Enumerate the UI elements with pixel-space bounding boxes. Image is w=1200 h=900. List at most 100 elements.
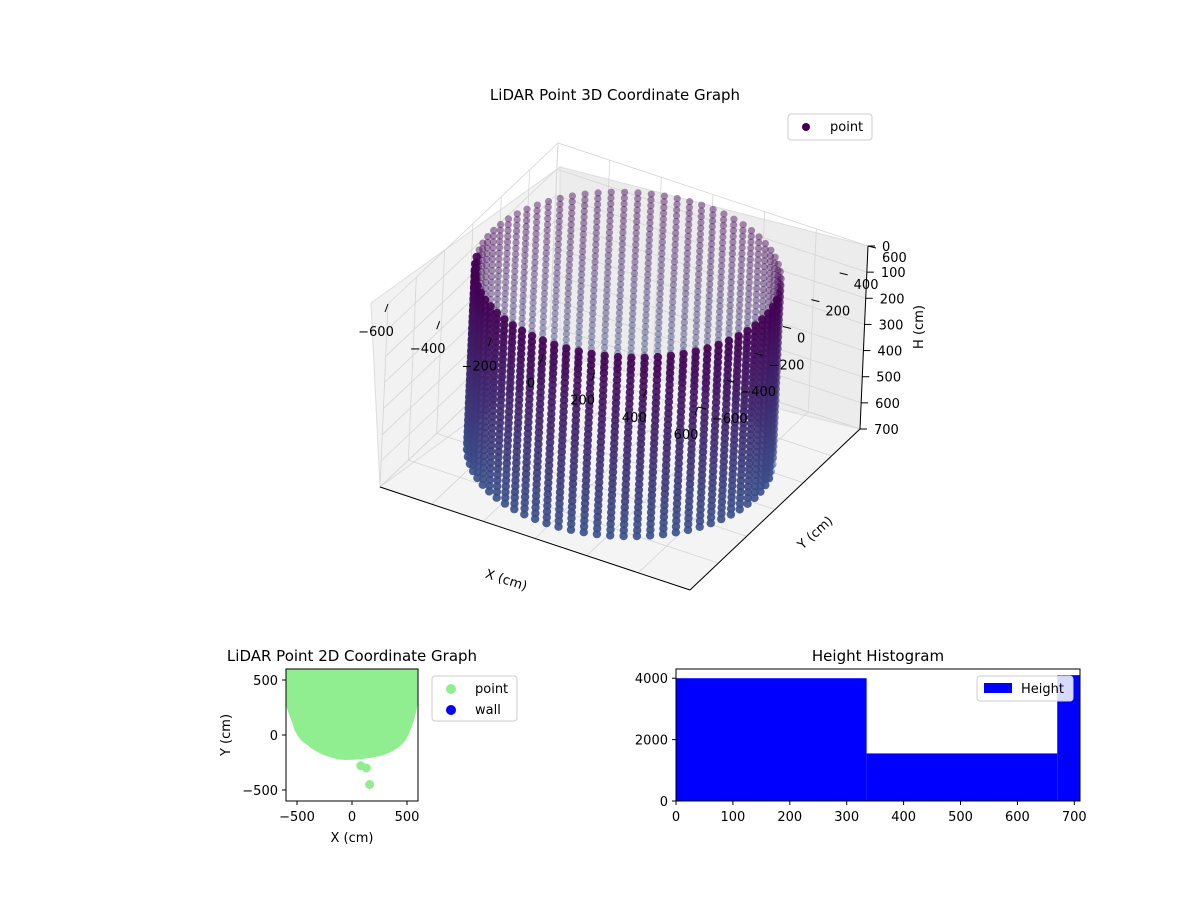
y-tick: [811, 299, 820, 303]
data-point: [552, 286, 560, 294]
data-point: [735, 505, 744, 514]
data-point: [695, 522, 704, 531]
data-point: [681, 295, 690, 303]
data-point: [766, 258, 774, 266]
data-point: [577, 282, 585, 290]
data-point: [487, 290, 495, 298]
data-point: [541, 266, 550, 275]
data-point: [529, 305, 537, 313]
histogram-bar: [676, 678, 867, 801]
data-point: [735, 313, 743, 321]
data-point: [715, 325, 723, 333]
data-point: [501, 301, 509, 309]
data-point: [668, 304, 677, 312]
point-cloud-2d: [286, 669, 418, 760]
data-point: [543, 232, 551, 240]
data-point: [529, 310, 537, 318]
data-point: [725, 324, 733, 332]
data-point: [575, 334, 583, 342]
data-point: [708, 228, 716, 236]
data-point: [680, 324, 688, 332]
data-point: [684, 238, 692, 246]
data-point: [606, 531, 615, 540]
data-point: [531, 253, 539, 261]
data-point: [530, 276, 538, 284]
data-point: [761, 257, 769, 265]
data-point: [760, 280, 768, 288]
data-point: [744, 307, 752, 315]
data-point: [717, 273, 725, 281]
histogram-bars: [676, 675, 1080, 801]
z-tick-label: 600: [875, 397, 900, 412]
data-point: [520, 510, 529, 519]
data-point: [773, 278, 782, 286]
data-point: [504, 215, 513, 223]
data-point: [619, 531, 628, 541]
data-point: [682, 290, 690, 298]
data-point: [628, 321, 636, 329]
x-axis-line: [379, 486, 691, 591]
data-point: [718, 245, 727, 253]
data-point: [641, 334, 649, 342]
data-point: [640, 345, 649, 354]
data-point: [629, 292, 638, 300]
data-point: [577, 276, 585, 284]
data-point: [774, 260, 782, 268]
data-point: [614, 338, 622, 346]
data-point: [544, 215, 552, 223]
data-point: [697, 224, 705, 232]
data-point: [716, 302, 724, 310]
data-point: [755, 233, 763, 241]
data-point: [656, 284, 665, 292]
data-point: [500, 307, 509, 315]
data-point: [554, 240, 562, 248]
data-point: [707, 246, 715, 254]
data-point: [604, 269, 612, 277]
data-point: [727, 278, 735, 286]
data-point: [672, 212, 681, 220]
data-point: [576, 299, 584, 307]
data-point: [747, 227, 756, 235]
data-point: [493, 295, 501, 303]
data-point: [628, 333, 636, 341]
data-point: [737, 278, 745, 286]
data-point: [617, 274, 625, 283]
y-tick-label: 0: [270, 729, 278, 744]
data-point: [588, 321, 596, 329]
data-point: [673, 200, 681, 208]
data-point: [600, 343, 609, 352]
data-point: [619, 228, 627, 237]
x-tick-label: 500: [948, 810, 973, 825]
data-point: [654, 336, 662, 344]
data-point: [543, 220, 552, 229]
data-point: [564, 284, 573, 292]
data-point: [588, 327, 596, 335]
data-point: [478, 480, 487, 489]
y-tick-label: 400: [854, 278, 879, 293]
data-point: [529, 293, 538, 301]
data-point: [744, 301, 752, 309]
data-point: [592, 246, 600, 254]
y-tick-label: 600: [882, 251, 907, 266]
data-point: [518, 320, 526, 328]
data-point: [761, 239, 770, 248]
data-point: [522, 222, 530, 231]
data-point: [592, 241, 600, 249]
data-point: [602, 297, 611, 306]
data-point: [753, 267, 762, 275]
data-point: [729, 227, 738, 235]
data-point: [759, 291, 767, 299]
data-point: [593, 218, 601, 226]
data-point: [680, 336, 688, 344]
data-point: [655, 319, 663, 327]
data-point: [614, 332, 622, 340]
legend-swatch-height: [984, 683, 1012, 693]
data-point: [618, 257, 626, 265]
data-point: [718, 262, 726, 270]
data-point: [502, 267, 510, 275]
data-point: [747, 232, 755, 240]
data-point: [594, 200, 602, 208]
data-point: [705, 292, 713, 300]
data-point: [502, 272, 510, 280]
data-point: [495, 261, 503, 269]
